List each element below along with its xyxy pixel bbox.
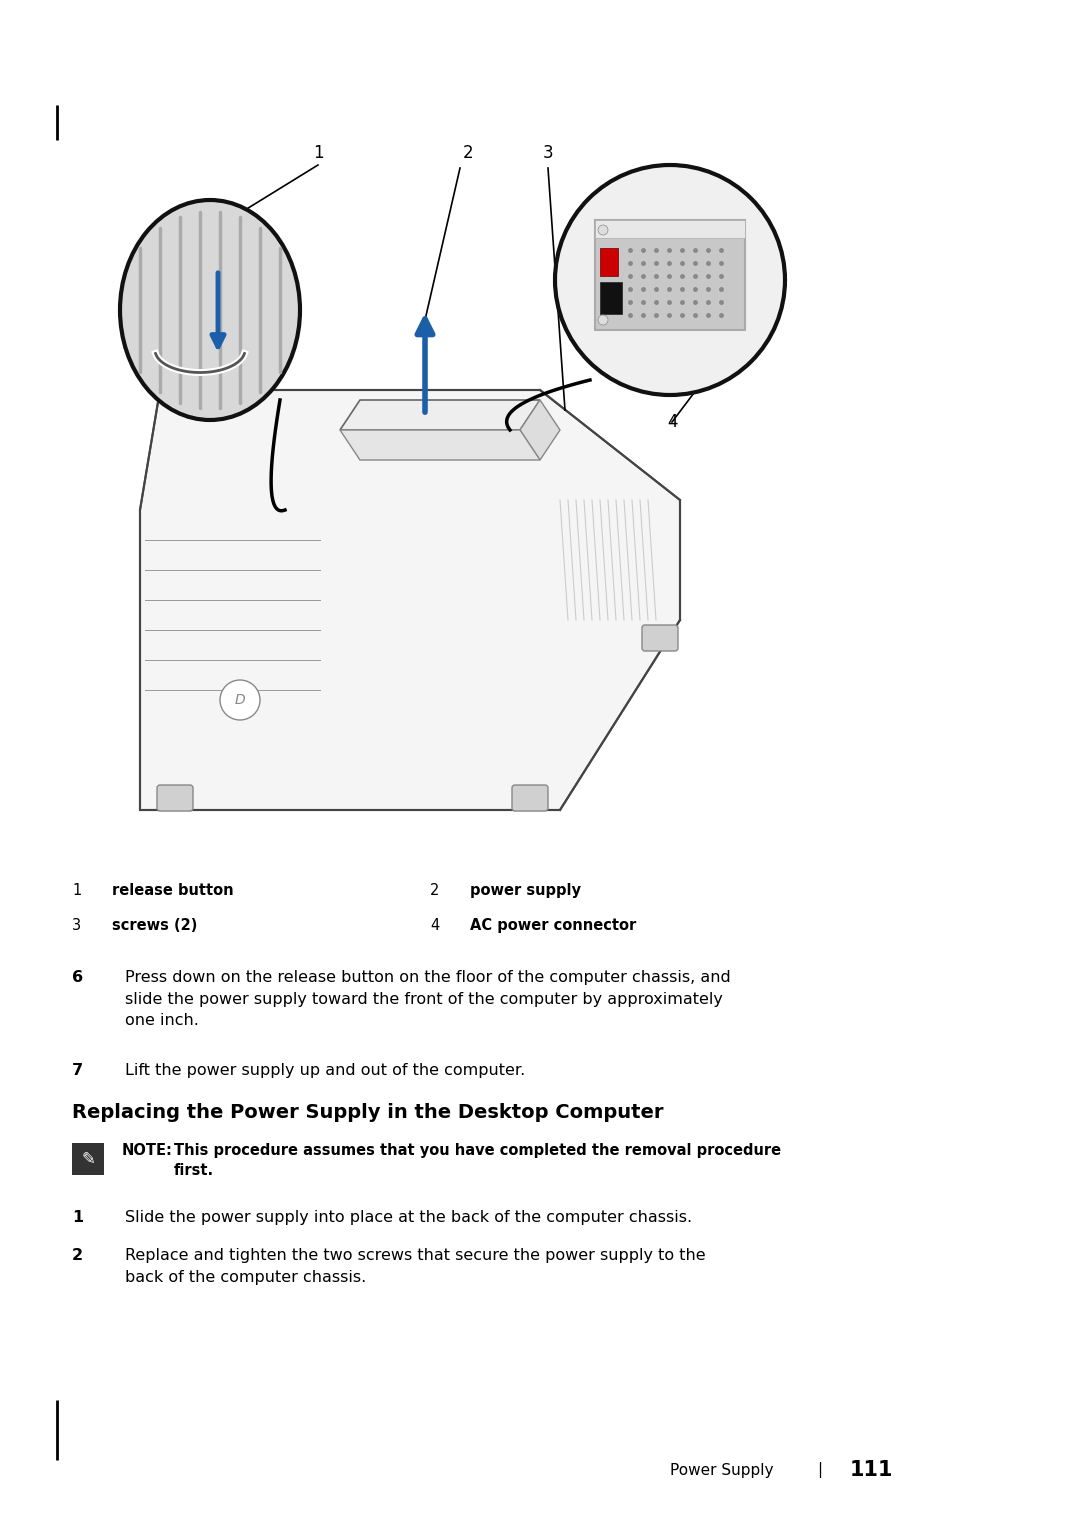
Circle shape (220, 680, 260, 720)
Polygon shape (140, 390, 680, 810)
Text: 6: 6 (72, 969, 83, 985)
Polygon shape (519, 401, 561, 460)
Text: 1: 1 (72, 1209, 83, 1225)
FancyBboxPatch shape (512, 784, 548, 810)
Text: 1: 1 (72, 884, 81, 898)
Bar (600, 248, 618, 277)
Text: 111: 111 (850, 1460, 893, 1480)
Text: 2: 2 (430, 884, 440, 898)
FancyBboxPatch shape (157, 784, 193, 810)
Text: first.: first. (174, 1164, 214, 1177)
Text: Slide the power supply into place at the back of the computer chassis.: Slide the power supply into place at the… (125, 1209, 692, 1225)
Text: D: D (234, 693, 245, 706)
Text: screws (2): screws (2) (112, 917, 198, 933)
Text: Replacing the Power Supply in the Desktop Computer: Replacing the Power Supply in the Deskto… (72, 1102, 663, 1122)
Text: 4: 4 (430, 917, 440, 933)
Text: Power Supply: Power Supply (670, 1463, 773, 1477)
Polygon shape (340, 430, 540, 460)
Bar (600, 281, 622, 313)
Text: release button: release button (112, 884, 233, 898)
Text: This procedure assumes that you have completed the removal procedure: This procedure assumes that you have com… (174, 1144, 781, 1157)
Text: Press down on the release button on the floor of the computer chassis, and
slide: Press down on the release button on the … (125, 969, 731, 1027)
Text: 4: 4 (666, 413, 677, 431)
Circle shape (555, 165, 785, 394)
Text: NOTE:: NOTE: (122, 1144, 173, 1157)
Text: 7: 7 (72, 1063, 83, 1078)
Text: Replace and tighten the two screws that secure the power supply to the
back of t: Replace and tighten the two screws that … (125, 1248, 705, 1284)
Circle shape (598, 315, 608, 326)
Bar (595, 220, 745, 239)
Text: 1: 1 (313, 144, 323, 162)
Text: 3: 3 (72, 917, 81, 933)
FancyBboxPatch shape (642, 625, 678, 651)
Text: AC power connector: AC power connector (470, 917, 636, 933)
Circle shape (598, 225, 608, 235)
Text: 3: 3 (542, 144, 553, 162)
Ellipse shape (120, 200, 300, 420)
Polygon shape (340, 401, 540, 430)
Text: ✎: ✎ (81, 1150, 95, 1168)
Text: power supply: power supply (470, 884, 581, 898)
Text: 2: 2 (72, 1248, 83, 1263)
Bar (72, 1144, 104, 1174)
Text: |: | (818, 1462, 823, 1479)
Text: 2: 2 (462, 144, 473, 162)
Text: Lift the power supply up and out of the computer.: Lift the power supply up and out of the … (125, 1063, 525, 1078)
FancyBboxPatch shape (595, 220, 745, 330)
